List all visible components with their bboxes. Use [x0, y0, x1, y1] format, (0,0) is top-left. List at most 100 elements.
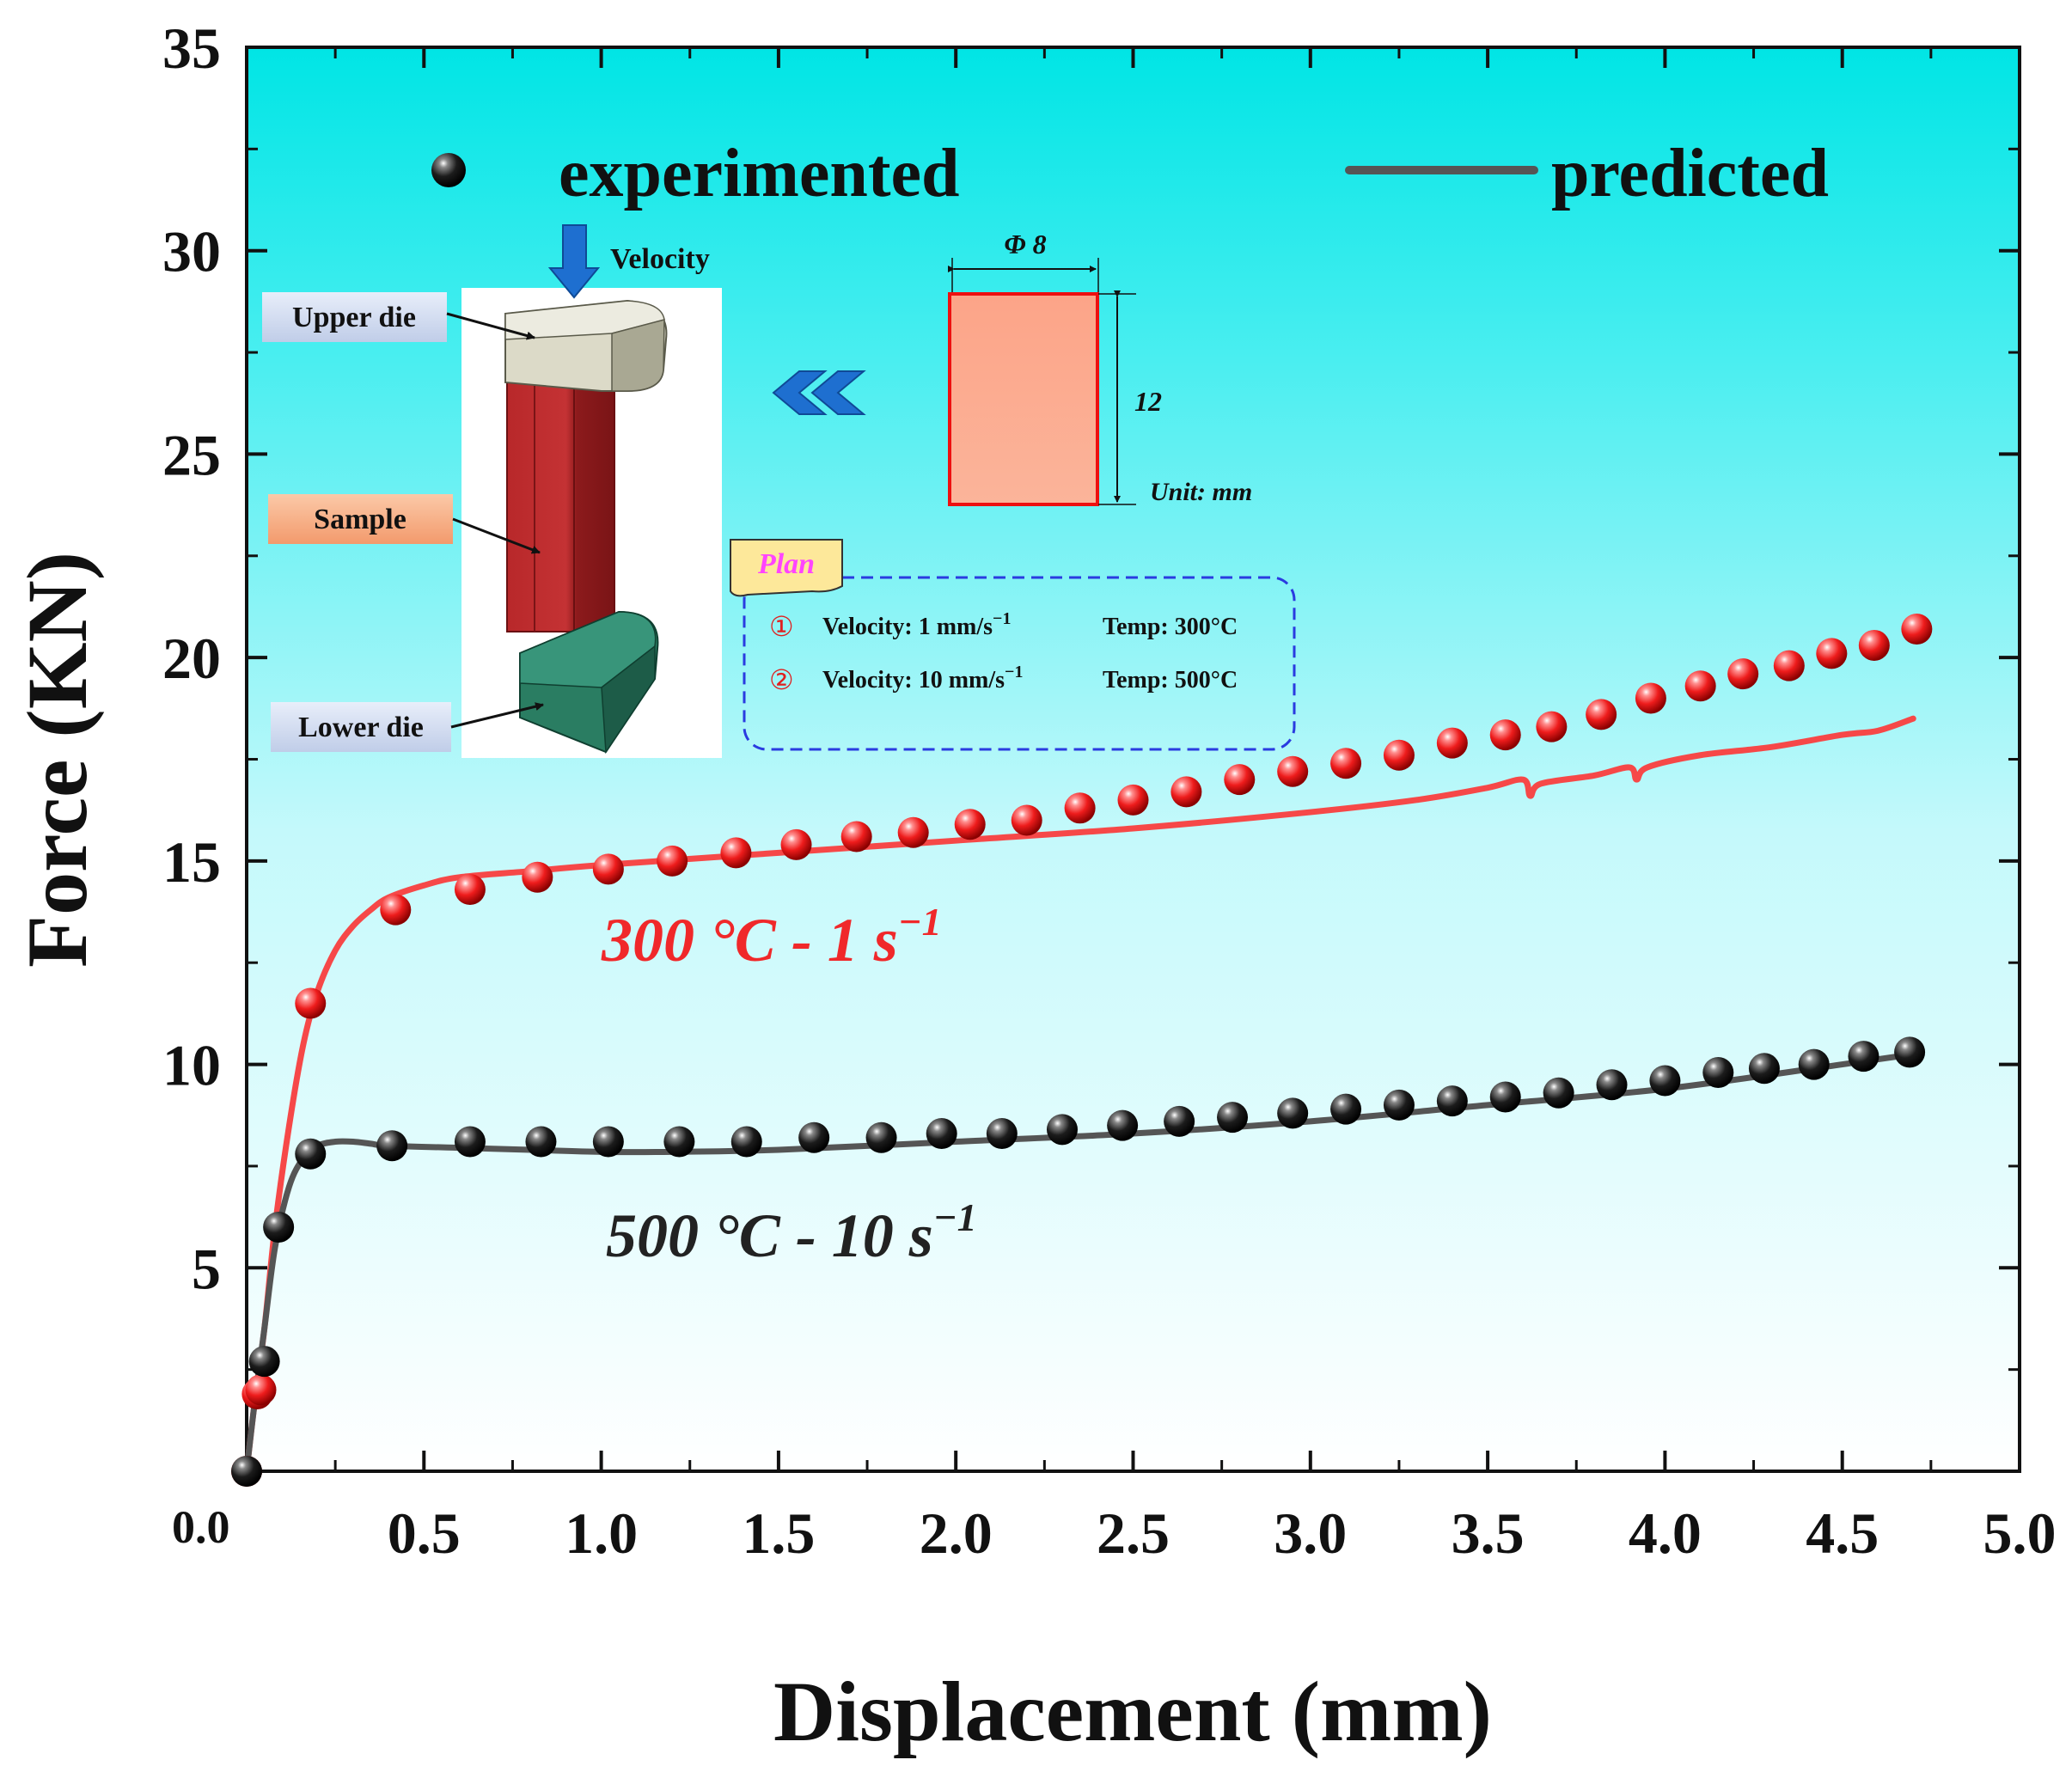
- diameter-label: Φ 8: [1004, 229, 1046, 260]
- experimented-point-500c: [1489, 1081, 1521, 1113]
- plan-row-2-velocity: Velocity: 10 mm/s−1: [822, 663, 1023, 694]
- experimented-point-300c: [954, 809, 986, 840]
- experimented-point-300c: [1635, 682, 1666, 714]
- velocity-arrow-icon: [547, 224, 601, 299]
- plan-row-2-temp: Temp: 500°C: [1103, 667, 1238, 694]
- y-tick-label: 5: [192, 1236, 221, 1301]
- experimented-point-300c: [840, 821, 872, 852]
- experimented-point-500c: [1107, 1109, 1139, 1141]
- experimented-point-500c: [663, 1126, 695, 1158]
- lower-die-label: Lower die: [298, 712, 424, 743]
- double-chevron-icon: [772, 370, 866, 415]
- experimented-point-300c: [1170, 776, 1202, 808]
- experimented-point-300c: [1586, 699, 1617, 730]
- experimented-point-500c: [1164, 1105, 1195, 1137]
- experimented-point-500c: [454, 1126, 486, 1158]
- curve-label-300c: 300 °C - 1 s−1: [601, 900, 942, 975]
- plan-title: Plan: [757, 548, 815, 580]
- y-tick-label: 25: [162, 422, 221, 487]
- experimented-point-300c: [380, 894, 412, 926]
- unit-label: Unit: mm: [1150, 478, 1252, 506]
- plan-box: Plan ① Velocity: 1 mm/s−1 Temp: 300°C ② …: [730, 539, 1296, 751]
- experimented-point-300c: [897, 816, 929, 848]
- experimented-point-300c: [720, 837, 752, 869]
- experimented-point-300c: [454, 873, 486, 905]
- y-axis-title: Force (KN): [9, 552, 105, 968]
- experimented-point-500c: [1596, 1069, 1628, 1101]
- x-axis-title: Displacement (mm): [773, 1664, 1492, 1759]
- experimented-point-300c: [657, 845, 688, 877]
- predicted-line-300c: [243, 715, 1916, 1475]
- specimen-drawing: Φ 8 12 Unit: mm: [948, 229, 1252, 506]
- experimented-point-300c: [522, 861, 553, 893]
- velocity-label: Velocity: [610, 243, 710, 275]
- experimented-point-500c: [1436, 1085, 1468, 1117]
- experimented-point-500c: [1748, 1053, 1780, 1085]
- experimented-point-500c: [1543, 1077, 1574, 1109]
- experimented-point-500c: [1330, 1093, 1362, 1125]
- experimented-point-500c: [1383, 1089, 1415, 1121]
- experimented-point-500c: [376, 1130, 408, 1162]
- sample-label-box: [268, 494, 453, 544]
- plan-tag: [730, 539, 843, 597]
- x-tick-label: 0.0: [172, 1501, 230, 1553]
- experimented-point-500c: [248, 1346, 280, 1378]
- experimented-point-500c: [295, 1138, 327, 1170]
- experimented-point-300c: [1536, 711, 1568, 742]
- experimented-point-500c: [592, 1126, 624, 1158]
- lower-die-label-box: [271, 702, 451, 752]
- y-tick-label: 20: [162, 626, 221, 691]
- sample-label: Sample: [314, 504, 406, 535]
- x-tick-label: 5.0: [1983, 1500, 2057, 1566]
- legend-experimented-label: experimented: [559, 136, 960, 211]
- experimented-point-500c: [1798, 1048, 1830, 1080]
- legend-predicted-label: predicted: [1551, 136, 1829, 211]
- legend: experimented predicted: [431, 136, 1829, 211]
- y-tick-label: 10: [162, 1033, 221, 1098]
- experimented-point-500c: [926, 1118, 957, 1150]
- lower-die-side: [601, 645, 656, 755]
- experimented-point-300c: [1816, 638, 1848, 669]
- experimented-point-500c: [798, 1121, 830, 1153]
- x-tick-label: 3.0: [1274, 1500, 1347, 1566]
- x-tick-labels: 0.0 0.5 1.0 1.5 2.0 2.5 3.0 3.5 4.0 4.5 5.0: [172, 1500, 2057, 1566]
- plot-background: [247, 47, 2020, 1471]
- experimented-point-500c: [1046, 1114, 1078, 1146]
- experimented-point-300c: [1684, 670, 1716, 702]
- experimented-point-300c: [1117, 784, 1149, 816]
- experimented-point-300c: [1489, 719, 1521, 751]
- plan-row-2-num: ②: [769, 663, 794, 696]
- experimented-point-300c: [1773, 650, 1805, 681]
- experimented-point-300c: [1383, 739, 1415, 771]
- experimented-point-300c: [1858, 629, 1890, 661]
- experimented-point-500c: [525, 1126, 557, 1158]
- plan-row-1-num: ①: [769, 610, 794, 643]
- experimented-point-500c: [986, 1118, 1018, 1150]
- legend-experimented-marker: [431, 153, 466, 187]
- axis-ticks: [245, 46, 2021, 1473]
- experimented-point-300c: [1064, 792, 1096, 824]
- x-tick-label: 3.5: [1452, 1500, 1525, 1566]
- x-tick-label: 2.0: [920, 1500, 993, 1566]
- y-tick-label: 15: [162, 829, 221, 895]
- experimented-point-300c: [780, 828, 812, 860]
- experimented-point-300c: [1901, 614, 1933, 645]
- x-tick-label: 0.5: [388, 1500, 461, 1566]
- experimented-point-300c: [592, 853, 624, 885]
- experimented-point-500c: [1277, 1097, 1309, 1129]
- experimented-point-500c: [1848, 1041, 1879, 1072]
- plot-frame: [245, 46, 2021, 1473]
- experimented-point-300c: [1011, 804, 1042, 836]
- lower-die-pointer: [450, 702, 544, 729]
- y-tick-label: 30: [162, 219, 221, 284]
- upper-die-side: [611, 319, 665, 392]
- x-tick-label: 1.0: [565, 1500, 638, 1566]
- die-schematic-inset: Velocity Upper die Sample Lower die: [262, 224, 722, 758]
- x-tick-label: 4.5: [1806, 1500, 1879, 1566]
- experimented-point-500c: [865, 1121, 897, 1153]
- experimented-point-300c: [1727, 658, 1759, 690]
- plan-row-1-velocity: Velocity: 1 mm/s−1: [822, 609, 1011, 640]
- y-tick-label: 35: [162, 15, 221, 81]
- experimented-point-500c: [263, 1211, 295, 1243]
